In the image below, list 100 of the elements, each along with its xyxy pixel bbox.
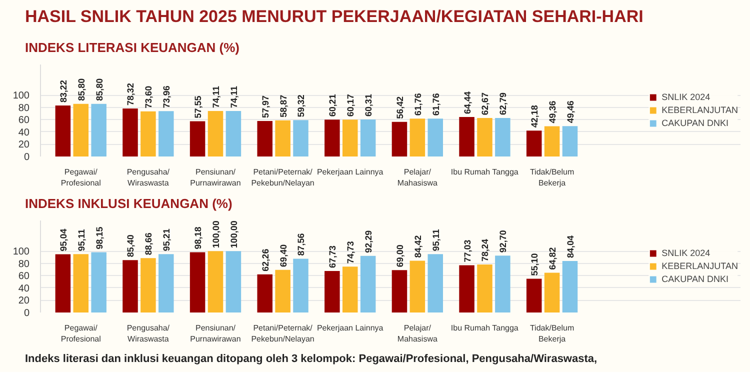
bar [190, 121, 206, 156]
bar [208, 111, 224, 156]
legend-label: KEBERLANJUTAN [662, 105, 738, 115]
data-label: 42,18 [530, 105, 540, 128]
data-label: 78,32 [126, 82, 136, 106]
bar [140, 111, 156, 156]
data-label: 87,56 [296, 233, 306, 256]
x-tick-label: Pekerjaan Lainnya [316, 168, 384, 176]
bar [392, 270, 408, 312]
data-label: 88,66 [144, 232, 154, 256]
y-tick-label: 0 [24, 152, 30, 163]
data-label: 62,67 [480, 92, 490, 116]
x-tick-label: Pelajar/ Mahasiswa [397, 324, 438, 344]
data-label: 61,76 [430, 93, 441, 116]
data-label: 95,04 [58, 228, 68, 252]
bar [410, 260, 426, 312]
bar [324, 120, 340, 156]
bar [562, 260, 578, 312]
data-label: 61,76 [412, 93, 423, 116]
y-tick-label: 0 [24, 308, 30, 319]
bar [140, 258, 156, 312]
data-label: 57,97 [260, 95, 270, 118]
y-tick-label: 60 [18, 271, 30, 282]
data-label: 69,00 [394, 244, 405, 268]
bar [526, 130, 542, 156]
bar [257, 274, 272, 312]
y-tick-label: 100 [12, 90, 30, 102]
y-tick-label: 20 [18, 140, 30, 151]
data-label: 67,73 [328, 245, 338, 268]
chart-title: HASIL SNLIK TAHUN 2025 MENURUT PEKERJAAN/KEGIATAN SEHARI-HARI [25, 6, 644, 28]
bar [544, 272, 560, 312]
bar [342, 120, 358, 156]
data-label: 74,73 [346, 241, 356, 264]
bar [55, 105, 71, 156]
bar [410, 118, 426, 156]
data-label: 69,40 [278, 244, 288, 267]
bar [122, 260, 138, 312]
data-label: 59,32 [296, 94, 306, 118]
data-label: 85,80 [76, 78, 86, 101]
data-label: 73,96 [162, 86, 172, 108]
data-label: 49,36 [548, 100, 558, 124]
data-label: 73,60 [144, 86, 154, 108]
data-label: 49,46 [565, 100, 576, 124]
bar [342, 266, 358, 312]
data-label: 98,15 [94, 226, 104, 250]
x-tick-label: Tidak/Belum Bekerja [530, 168, 574, 188]
y-tick-label: 60 [18, 115, 30, 126]
bar [275, 270, 290, 312]
data-label: 95,21 [162, 228, 172, 252]
data-label: 100,00 [228, 220, 239, 248]
data-label: 85,40 [126, 234, 136, 258]
x-tick-label: Pensiunan/ Purnawirawan [190, 324, 241, 344]
x-tick-label: Pengusaha/ Wiraswasta [126, 324, 170, 344]
y-tick-label: 20 [18, 296, 30, 307]
bar [122, 108, 138, 156]
data-label: 57,55 [193, 96, 204, 118]
legend-label: CAKUPAN DNKI [662, 274, 728, 284]
bar [428, 118, 443, 156]
data-label: 85,80 [94, 78, 104, 101]
data-label: 92,29 [364, 230, 374, 253]
bar [91, 104, 106, 156]
chart-subtitle: INDEKS LITERASI KEUANGAN (%) [25, 39, 240, 57]
data-label: 77,03 [462, 240, 472, 262]
x-tick-label: Pegawai/ Profesional [60, 168, 102, 188]
text: Indeks literasi dan inklusi keuangan ditopang oleh 3 kelompok: Pegawai/Profesional, Pengusaha/Wiraswasta, [25, 352, 598, 367]
bar [158, 111, 174, 156]
bar [91, 252, 106, 312]
bar [428, 254, 443, 312]
bar [360, 120, 376, 156]
bar [562, 126, 578, 156]
x-tick-label: Petani/Peternak/ Pekebun/Nelayan [251, 324, 314, 344]
data-label: 62,79 [498, 92, 508, 115]
y-tick-label: 80 [18, 258, 30, 270]
bar [459, 116, 474, 156]
bar [544, 126, 560, 156]
data-label: 98,18 [193, 226, 204, 250]
legend-label: CAKUPAN DNKI [662, 118, 728, 128]
bar [55, 254, 71, 312]
bar [73, 254, 89, 312]
bar [257, 120, 272, 156]
bar [293, 120, 308, 156]
x-tick-label: Ibu Rumah Tangga [450, 324, 519, 332]
x-tick-label: Pengusaha/ Wiraswasta [126, 168, 170, 188]
data-label: 84,42 [412, 235, 423, 258]
y-tick-label: 80 [18, 102, 30, 114]
bar [293, 258, 308, 312]
bar [190, 252, 206, 312]
data-label: 95,11 [430, 229, 441, 252]
data-label: 95,11 [76, 229, 86, 252]
bar [495, 256, 510, 312]
y-tick-label: 40 [18, 283, 30, 294]
data-label: 56,42 [394, 96, 405, 119]
bar [226, 111, 242, 156]
data-label: 100,00 [211, 220, 221, 248]
bar [392, 122, 408, 156]
data-label: 74,11 [211, 86, 221, 108]
data-label: 64,82 [548, 247, 558, 270]
bar [360, 256, 376, 312]
data-label: 78,24 [480, 238, 490, 262]
x-tick-label: Pekerjaan Lainnya [316, 324, 384, 332]
